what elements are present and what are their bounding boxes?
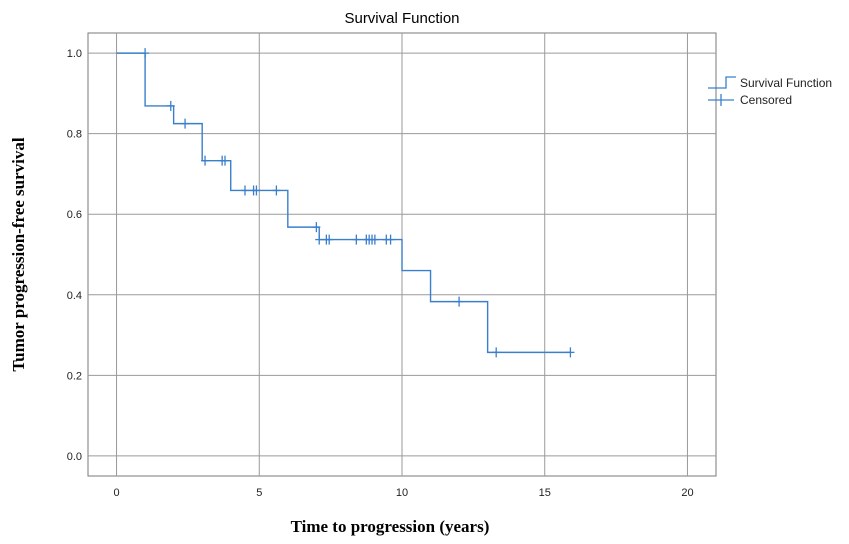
y-tick-label: 0.4 xyxy=(67,290,82,302)
x-axis-label: Time to progression (years) xyxy=(291,517,490,536)
censored-marker xyxy=(312,222,321,233)
censored-marker xyxy=(252,185,261,196)
chart-title: Survival Function xyxy=(344,10,459,27)
legend-entry-censored: Censored xyxy=(708,93,792,107)
censored-marker xyxy=(201,155,210,166)
tick-labels: 0 5 10 15 20 0.0 0.2 0.4 0.6 0.8 1.0 xyxy=(67,48,694,499)
x-tick-label: 5 xyxy=(256,487,262,499)
y-tick-label: 0.2 xyxy=(67,370,82,382)
legend-step-swatch xyxy=(708,76,736,89)
censored-marker xyxy=(181,118,190,129)
x-tick-label: 15 xyxy=(539,487,551,499)
censored-marker xyxy=(315,234,324,245)
legend-entry-survival-function: Survival Function xyxy=(708,76,832,90)
x-tick-label: 20 xyxy=(681,487,693,499)
y-tick-label: 0.8 xyxy=(67,129,82,141)
y-tick-label: 0.6 xyxy=(67,209,82,221)
censored-marker xyxy=(455,296,464,307)
legend: Survival Function Censored xyxy=(708,76,832,107)
grid-lines xyxy=(88,33,716,476)
y-axis-label: Tumor progression-free survival xyxy=(9,137,28,372)
censored-marker xyxy=(352,234,361,245)
censored-marker xyxy=(221,155,230,166)
x-tick-label: 10 xyxy=(396,487,408,499)
censored-marker xyxy=(325,234,334,245)
survival-step-line xyxy=(116,52,571,354)
censored-marker xyxy=(492,347,501,358)
legend-label: Censored xyxy=(740,93,792,107)
x-tick-label: 0 xyxy=(113,487,119,499)
censored-marker xyxy=(370,234,379,245)
legend-label: Survival Function xyxy=(740,76,832,90)
censored-marker xyxy=(386,234,395,245)
censored-marker xyxy=(566,347,575,358)
y-tick-label: 1.0 xyxy=(67,48,82,60)
censored-marker xyxy=(272,185,281,196)
y-tick-label: 0.0 xyxy=(67,451,82,463)
series-layer xyxy=(116,48,575,358)
censored-marker xyxy=(241,185,249,196)
censored-marker xyxy=(141,48,150,59)
censored-marker xyxy=(166,100,175,111)
